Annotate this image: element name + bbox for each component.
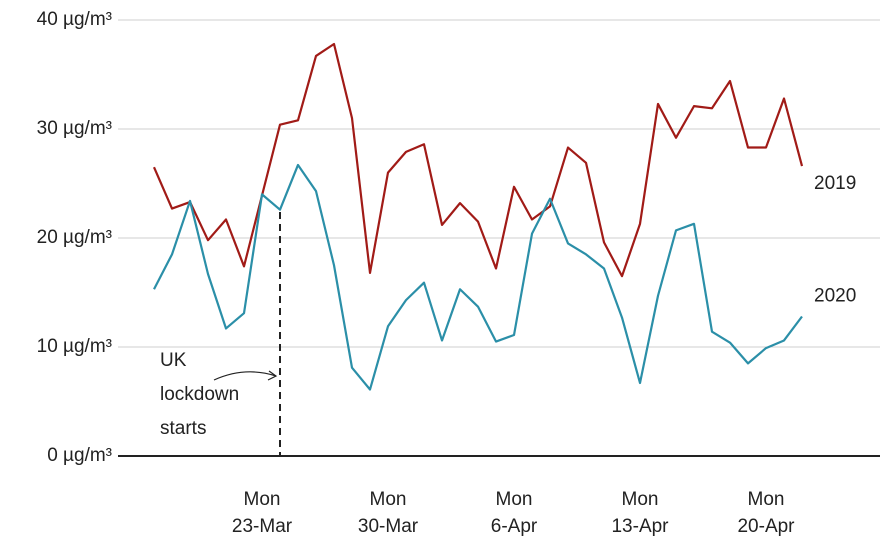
series-label: 2019 <box>814 173 856 194</box>
annotation: UK lockdown starts <box>160 350 240 439</box>
annotation-arrow <box>213 371 277 381</box>
x-tick-label: Mon 30-Mar <box>357 489 419 537</box>
line-series <box>153 163 803 391</box>
x-tick-label: Mon 13-Apr <box>611 489 669 537</box>
arrow-head <box>267 370 278 381</box>
x-tick-label: Mon 6-Apr <box>490 489 538 537</box>
y-tick-label: 30 µg/m³ <box>37 118 112 139</box>
y-tick-label: 0 µg/m³ <box>47 445 112 466</box>
x-tick-label: Mon 20-Apr <box>737 489 795 537</box>
y-tick-label: 20 µg/m³ <box>37 227 112 248</box>
y-tick-label: 40 µg/m³ <box>37 9 112 30</box>
line-series <box>152 42 804 278</box>
y-tick-label: 10 µg/m³ <box>37 336 112 357</box>
x-tick-label: Mon 23-Mar <box>231 489 293 537</box>
series-label: 2020 <box>814 285 856 306</box>
